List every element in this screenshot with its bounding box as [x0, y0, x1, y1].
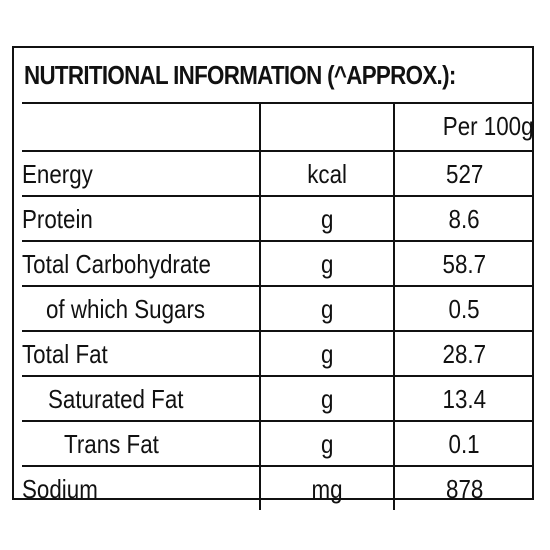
table-row: Trans Fat g 0.1: [22, 420, 534, 467]
nutrient-value: 8.6: [448, 203, 481, 234]
nutrition-title: NUTRITIONAL INFORMATION (^APPROX.):: [24, 60, 456, 90]
nutrient-unit: g: [320, 383, 334, 414]
table-row: Total Fat g 28.7: [22, 330, 534, 377]
nutrition-table: Per 100g Energy kcal 527 Protein g 8.6 T…: [22, 102, 534, 510]
nutrient-name: Energy: [22, 158, 93, 189]
nutrient-value: 28.7: [442, 338, 487, 369]
column-header-per-100g: Per 100g: [393, 102, 534, 152]
nutrient-unit: kcal: [307, 158, 347, 189]
nutrient-name: of which Sugars: [46, 293, 206, 324]
nutrient-name: Total Fat: [22, 338, 108, 369]
nutrient-value: 527: [445, 158, 484, 189]
nutrient-name: Trans Fat: [64, 428, 159, 459]
table-row: Total Carbohydrate g 58.7: [22, 240, 534, 287]
nutrient-value: 13.4: [442, 383, 487, 414]
table-row: Sodium mg 878: [22, 465, 534, 510]
nutrient-unit: g: [320, 428, 334, 459]
nutrient-value: 878: [445, 473, 484, 504]
header-empty-cell: [22, 102, 261, 152]
nutrient-unit: g: [320, 293, 334, 324]
nutrient-name: Total Carbohydrate: [22, 248, 211, 279]
nutrient-unit: g: [320, 203, 334, 234]
nutrient-name: Protein: [22, 203, 93, 234]
nutrient-name: Sodium: [22, 473, 98, 504]
nutrition-label: NUTRITIONAL INFORMATION (^APPROX.): Per …: [12, 46, 534, 510]
table-row: of which Sugars g 0.5: [22, 285, 534, 332]
nutrient-unit: mg: [311, 473, 343, 504]
nutrient-unit: g: [320, 338, 334, 369]
nutrient-unit: g: [320, 248, 334, 279]
table-row: Energy kcal 527: [22, 150, 534, 197]
table-row: Saturated Fat g 13.4: [22, 375, 534, 422]
nutrient-value: 58.7: [442, 248, 487, 279]
header-empty-cell: [259, 102, 395, 152]
nutrient-value: 0.5: [448, 293, 481, 324]
nutrient-name: Saturated Fat: [48, 383, 184, 414]
table-header-row: Per 100g: [22, 102, 534, 152]
table-row: Protein g 8.6: [22, 195, 534, 242]
column-header-label: Per 100g: [443, 111, 534, 141]
nutrient-value: 0.1: [448, 428, 481, 459]
